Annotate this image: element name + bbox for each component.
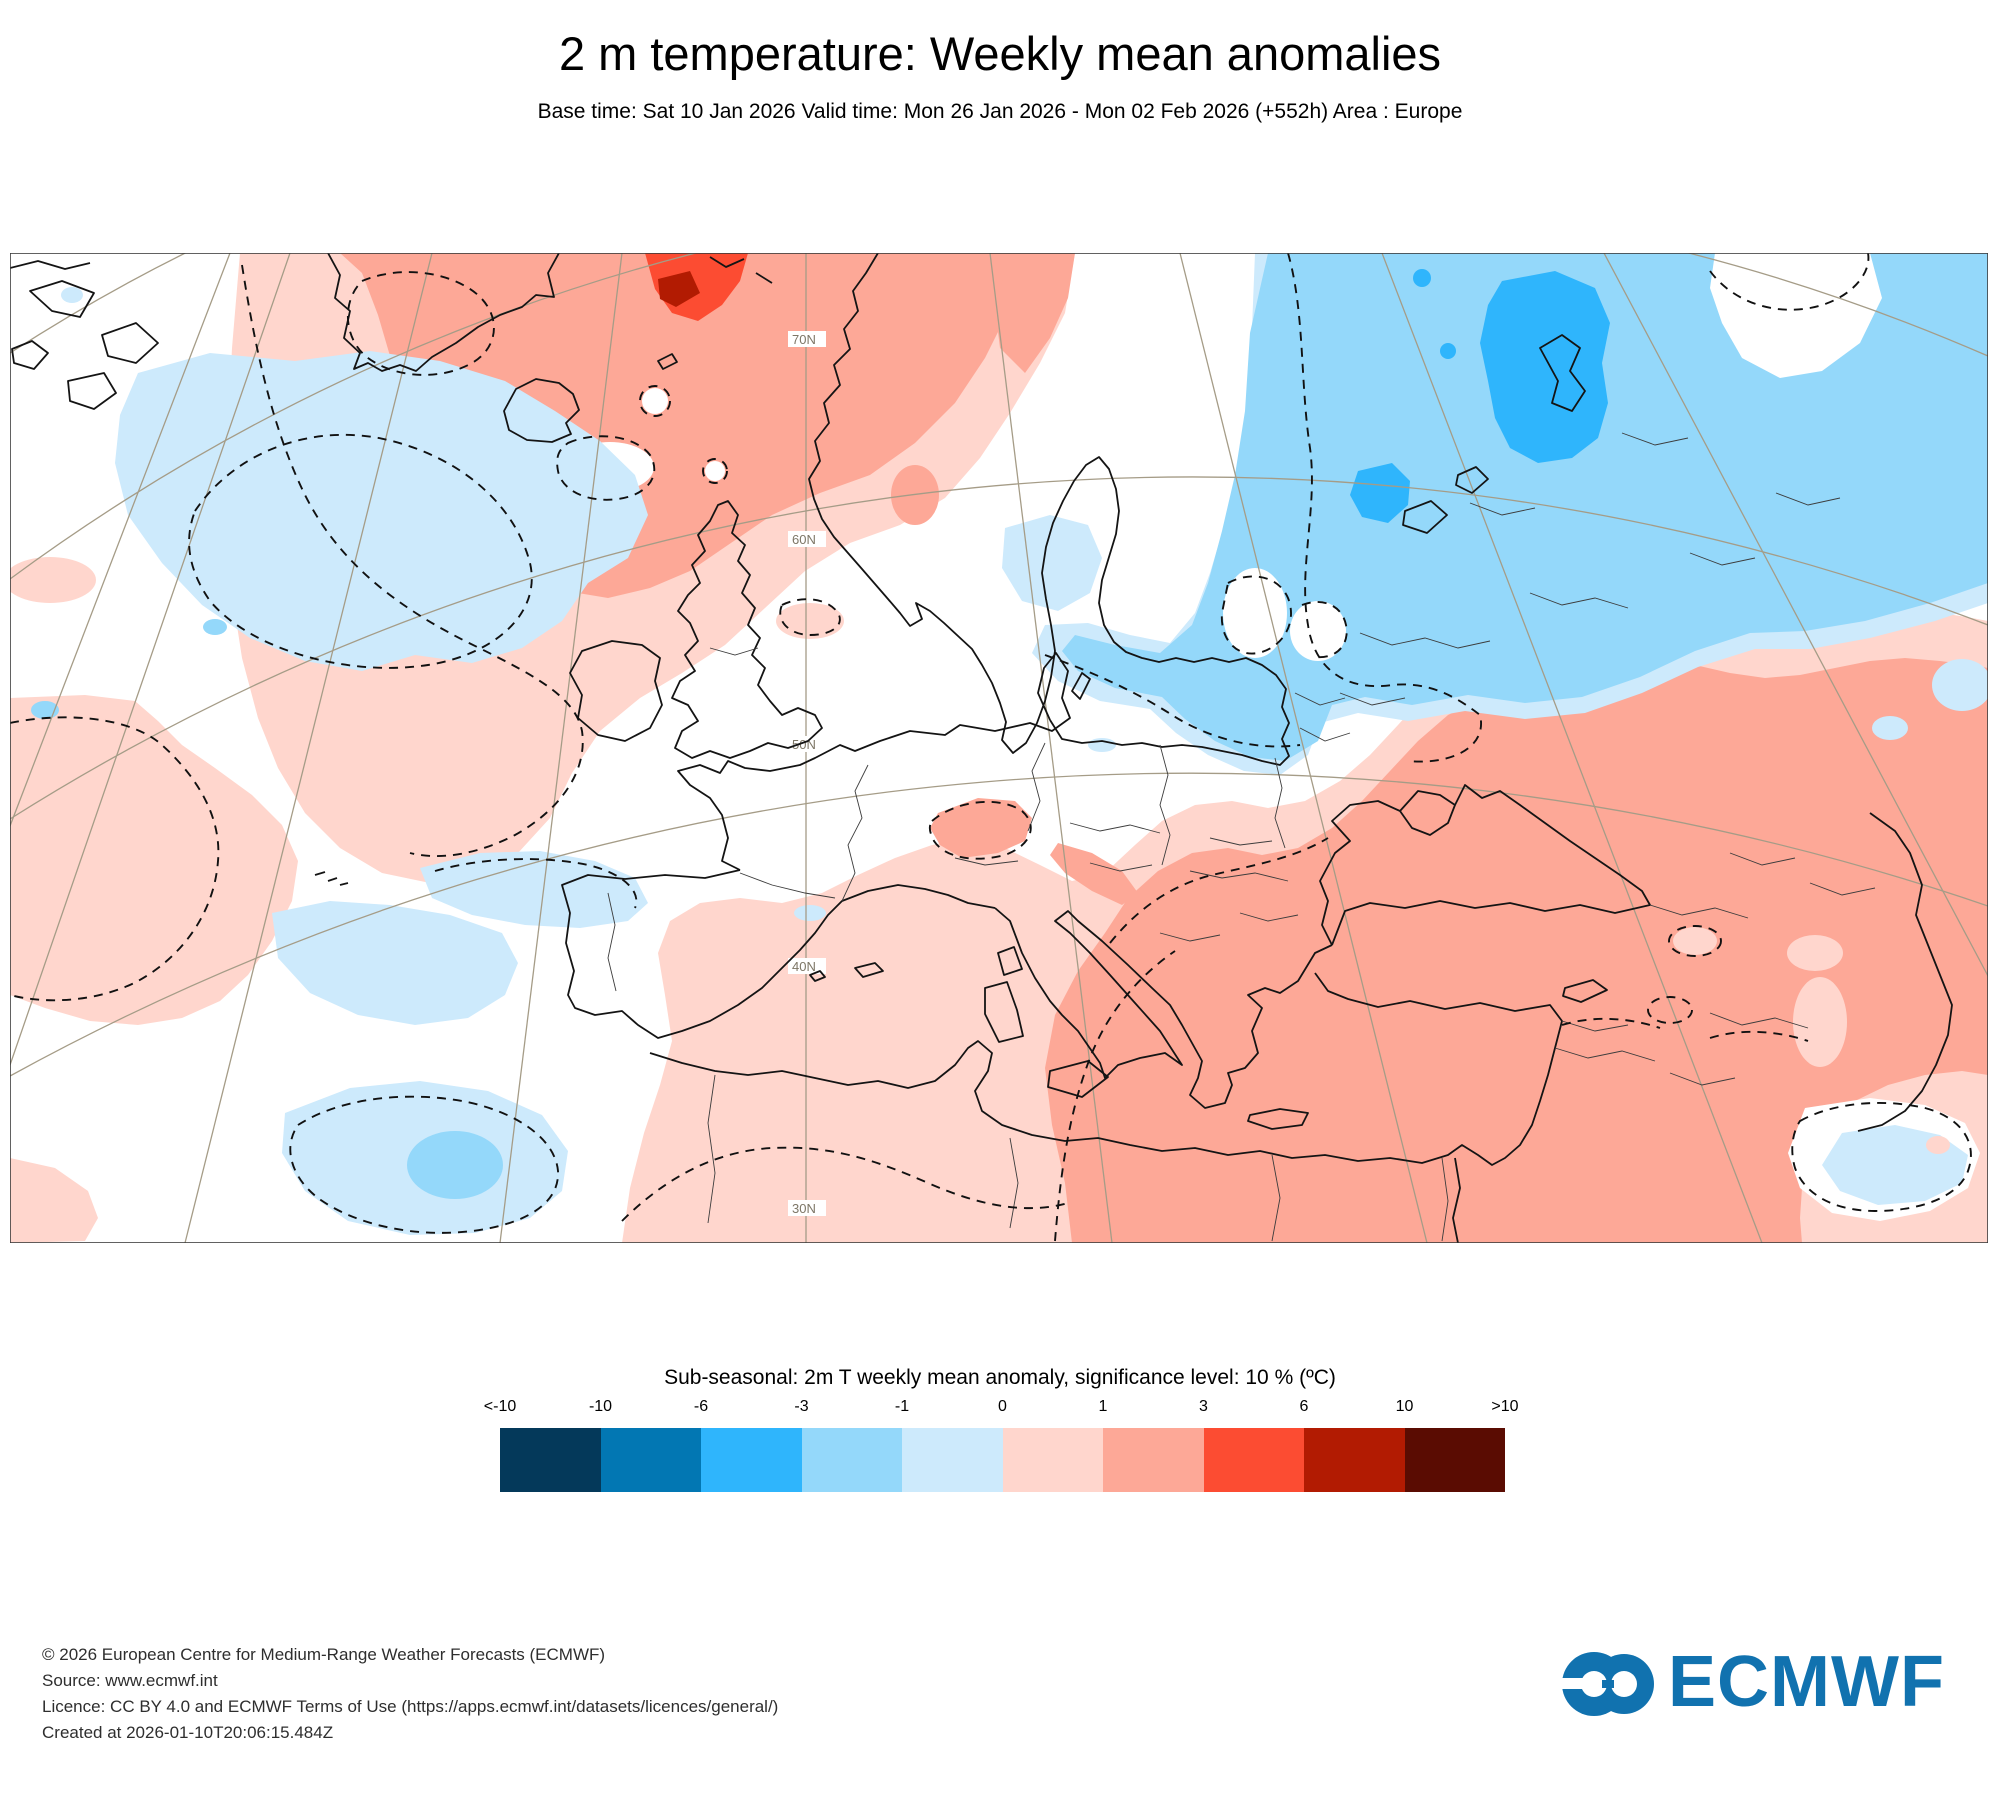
footer: © 2026 European Centre for Medium-Range … bbox=[42, 1642, 778, 1746]
legend-bar bbox=[500, 1428, 1505, 1492]
legend-tick-label: <-10 bbox=[483, 1398, 517, 1415]
legend-swatch bbox=[801, 1428, 902, 1492]
lat-label-40n: 40N bbox=[792, 959, 816, 974]
legend-tick-label: -6 bbox=[693, 1398, 709, 1415]
page-subtitle: Base time: Sat 10 Jan 2026 Valid time: M… bbox=[537, 100, 1463, 123]
legend-swatch bbox=[1203, 1428, 1304, 1492]
legend-swatch bbox=[1103, 1428, 1204, 1492]
legend-swatch bbox=[902, 1428, 1003, 1492]
legend-title: Sub-seasonal: 2m T weekly mean anomaly, … bbox=[664, 1366, 1336, 1389]
lat-label-60n: 60N bbox=[792, 532, 816, 547]
legend-swatch bbox=[600, 1428, 701, 1492]
legend-tick-label: 0 bbox=[998, 1398, 1007, 1415]
country-borders bbox=[607, 432, 1876, 1242]
legend-tick-label: -3 bbox=[794, 1398, 809, 1415]
legend-tick-label: -1 bbox=[894, 1398, 910, 1415]
ecmwf-logo: ECMWF bbox=[1560, 1634, 1950, 1734]
footer-copyright: © 2026 European Centre for Medium-Range … bbox=[42, 1645, 606, 1664]
lat-label-30n: 30N bbox=[792, 1201, 816, 1216]
map-canvas: 70N 60N 50N 40N 30N bbox=[4, 65, 1992, 1244]
legend-swatch bbox=[500, 1428, 601, 1492]
significance-contours bbox=[9, 252, 1972, 1242]
legend-swatch bbox=[1404, 1428, 1505, 1492]
legend-swatch bbox=[1002, 1428, 1103, 1492]
ecmwf-logo-text: ECMWF bbox=[1668, 1642, 1945, 1722]
legend-ticks: <-10 -10 -6 -3 -1 0 1 3 6 10 >10 bbox=[484, 1398, 1519, 1420]
anomaly-map: 70N 60N 50N 40N 30N bbox=[4, 65, 1992, 1244]
footer-licence: Licence: CC BY 4.0 and ECMWF Terms of Us… bbox=[42, 1697, 779, 1716]
lat-label-50n: 50N bbox=[792, 737, 816, 752]
legend-tick-label: >10 bbox=[1491, 1398, 1519, 1415]
legend-tick-label: 10 bbox=[1395, 1398, 1414, 1415]
page-title: 2 m temperature: Weekly mean anomalies bbox=[558, 27, 1442, 80]
legend-tick-label: 3 bbox=[1199, 1398, 1208, 1415]
cold-anomaly-fills bbox=[31, 253, 1992, 1235]
legend-swatch bbox=[1304, 1428, 1405, 1492]
footer-source: Source: www.ecmwf.int bbox=[42, 1671, 218, 1690]
graticule-labels: 70N 60N 50N 40N 30N bbox=[788, 331, 826, 1216]
legend-tick-label: 1 bbox=[1098, 1398, 1108, 1415]
legend-tick-label: -10 bbox=[588, 1398, 613, 1415]
ecmwf-logo-mark bbox=[1560, 1652, 1654, 1716]
lat-label-70n: 70N bbox=[792, 332, 816, 347]
legend-swatch bbox=[701, 1428, 802, 1492]
coastlines bbox=[9, 252, 1953, 1244]
footer-created-at: Created at 2026-01-10T20:06:15.484Z bbox=[42, 1723, 334, 1742]
legend-tick-label: 6 bbox=[1299, 1398, 1309, 1415]
